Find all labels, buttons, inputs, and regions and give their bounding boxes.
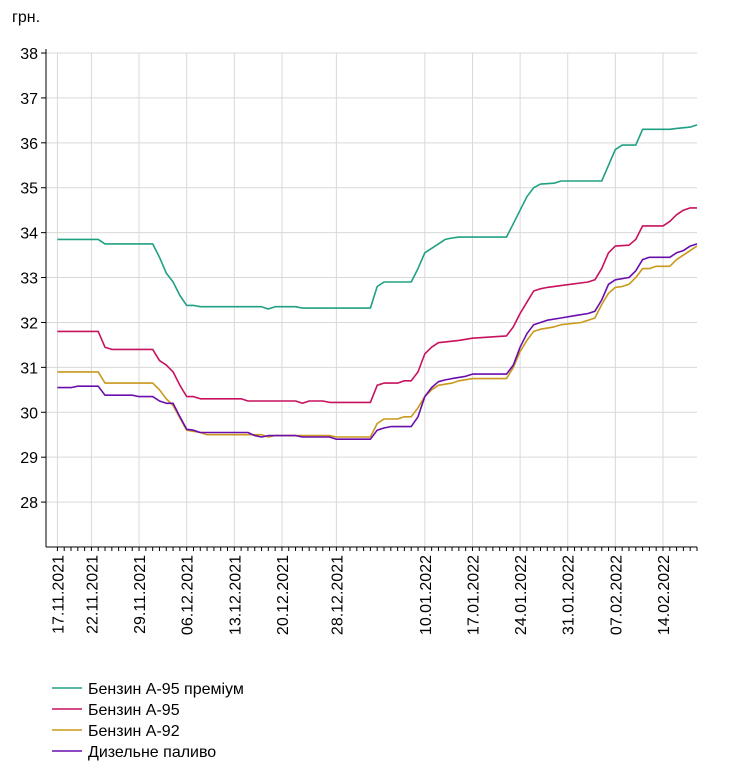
series-line-3 (57, 245, 698, 438)
legend-label: Бензин А-92 (88, 723, 180, 740)
y-tick-label: 29 (20, 450, 38, 467)
y-unit-label: грн. (12, 9, 40, 26)
y-tick-labels: 28 29 30 31 32 33 34 35 36 37 38 (20, 46, 38, 512)
x-tick-label: 22.11.2021 (84, 555, 101, 634)
grid (46, 52, 697, 547)
legend-label: Бензин А-95 преміум (88, 681, 244, 698)
x-tick-label: 07.02.2022 (608, 555, 625, 635)
legend-label: Бензин А-95 (88, 702, 180, 719)
y-tick-label: 33 (20, 271, 38, 288)
x-tick-label: 06.12.2021 (180, 555, 197, 635)
x-tick-label: 10.01.2022 (418, 555, 435, 635)
legend-label: Дизельне паливо (88, 744, 216, 761)
x-tick-label: 29.11.2021 (132, 555, 149, 634)
y-tick-label: 35 (20, 181, 38, 198)
series-line-4 (57, 243, 698, 440)
y-tick-label: 36 (20, 136, 38, 153)
y-tick-label: 30 (20, 405, 38, 422)
y-tick-label: 38 (20, 46, 38, 63)
x-tick-label: 17.11.2021 (50, 555, 67, 634)
y-tick-label: 34 (20, 226, 38, 243)
x-tick-label: 13.12.2021 (227, 555, 244, 635)
y-tick-label: 37 (20, 91, 38, 108)
x-tick-labels: 17.11.2021 22.11.2021 29.11.2021 06.12.2021… (50, 555, 673, 635)
x-tick-label: 17.01.2022 (465, 555, 482, 635)
x-tick-label: 14.02.2022 (656, 555, 673, 635)
y-tick-label: 31 (20, 360, 38, 377)
series-line-2 (57, 207, 697, 405)
y-tick-label: 28 (20, 495, 38, 512)
x-tick-label: 20.12.2021 (275, 555, 292, 635)
legend: Бензин А-95 преміум Бензин А-95 Бензин А-9… (52, 681, 244, 761)
x-tick-label: 28.12.2021 (329, 555, 346, 635)
axes (41, 49, 698, 551)
series-lines (57, 124, 698, 440)
series-line-1 (57, 124, 698, 310)
x-tick-label: 24.01.2022 (513, 555, 530, 635)
x-tick-label: 31.01.2022 (561, 555, 578, 635)
y-tick-label: 32 (20, 315, 38, 332)
